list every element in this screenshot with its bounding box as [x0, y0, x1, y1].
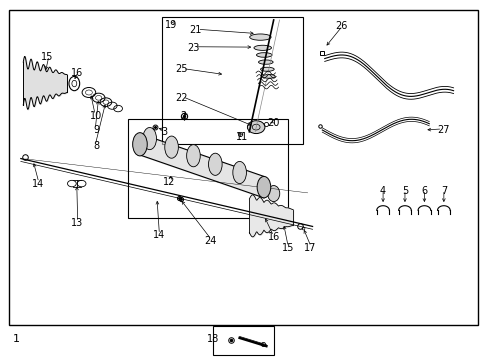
Ellipse shape	[253, 45, 271, 50]
Text: 26: 26	[335, 21, 347, 31]
Text: 1: 1	[13, 334, 20, 344]
Text: 15: 15	[282, 243, 294, 253]
Ellipse shape	[258, 60, 273, 64]
Text: 4: 4	[379, 186, 386, 196]
Text: 11: 11	[236, 132, 248, 142]
Ellipse shape	[256, 53, 271, 57]
Text: 7: 7	[440, 186, 446, 196]
Text: 16: 16	[70, 68, 82, 78]
Text: 9: 9	[93, 125, 99, 135]
Text: 24: 24	[204, 236, 216, 246]
Text: 13: 13	[70, 218, 82, 228]
Text: 12: 12	[163, 177, 175, 187]
Circle shape	[247, 121, 264, 134]
Ellipse shape	[208, 153, 222, 175]
Bar	[162, 18, 302, 144]
Text: 21: 21	[189, 25, 202, 35]
Text: 25: 25	[175, 64, 187, 74]
Text: 10: 10	[90, 111, 102, 121]
Text: 17: 17	[304, 243, 316, 253]
Bar	[127, 119, 287, 217]
Text: 27: 27	[437, 125, 449, 135]
Ellipse shape	[186, 145, 200, 167]
Text: 19: 19	[165, 19, 177, 30]
Bar	[9, 10, 477, 325]
Text: 23: 23	[187, 43, 199, 53]
Ellipse shape	[260, 67, 274, 71]
Ellipse shape	[267, 185, 279, 202]
Ellipse shape	[142, 127, 156, 150]
Text: 5: 5	[401, 186, 407, 196]
Text: 15: 15	[41, 52, 54, 62]
Text: 2: 2	[180, 111, 186, 121]
Text: 3: 3	[161, 127, 167, 137]
Text: 14: 14	[153, 230, 165, 240]
Ellipse shape	[257, 176, 270, 198]
Ellipse shape	[132, 133, 147, 156]
Text: 6: 6	[421, 186, 427, 196]
Text: 16: 16	[267, 232, 279, 242]
Text: 22: 22	[175, 93, 187, 103]
Text: 14: 14	[32, 179, 44, 189]
Text: 18: 18	[206, 334, 219, 344]
Ellipse shape	[232, 161, 246, 184]
Bar	[212, 327, 273, 355]
Ellipse shape	[249, 34, 270, 40]
Text: 20: 20	[267, 118, 279, 128]
Ellipse shape	[262, 75, 275, 78]
Ellipse shape	[164, 136, 178, 158]
Text: 8: 8	[93, 141, 99, 151]
